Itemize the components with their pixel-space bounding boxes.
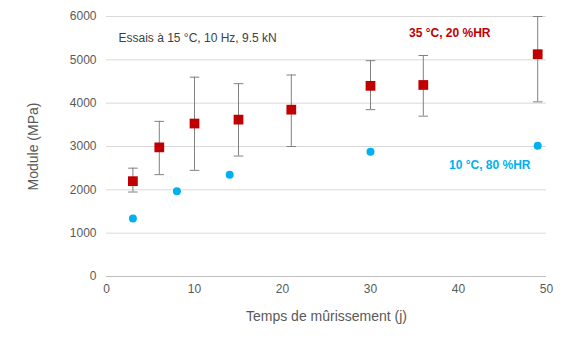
svg-text:0: 0 <box>90 269 97 283</box>
svg-text:10 °C, 80 %HR: 10 °C, 80 %HR <box>449 158 531 172</box>
svg-text:6000: 6000 <box>70 9 97 23</box>
svg-text:4000: 4000 <box>70 96 97 110</box>
svg-text:5000: 5000 <box>70 53 97 67</box>
svg-text:20: 20 <box>276 282 290 296</box>
svg-text:Module (MPa): Module (MPa) <box>25 103 41 191</box>
svg-text:10: 10 <box>188 282 202 296</box>
svg-text:50: 50 <box>540 282 554 296</box>
svg-text:Temps de mûrissement (j): Temps de mûrissement (j) <box>246 308 407 324</box>
svg-text:35 °C, 20 %HR: 35 °C, 20 %HR <box>409 26 491 40</box>
svg-text:1000: 1000 <box>70 226 97 240</box>
svg-text:30: 30 <box>364 282 378 296</box>
svg-text:2000: 2000 <box>70 183 97 197</box>
svg-text:Essais à 15 °C, 10 Hz, 9.5 kN: Essais à 15 °C, 10 Hz, 9.5 kN <box>119 31 277 45</box>
svg-text:40: 40 <box>452 282 466 296</box>
svg-text:3000: 3000 <box>70 139 97 153</box>
svg-text:0: 0 <box>103 282 110 296</box>
